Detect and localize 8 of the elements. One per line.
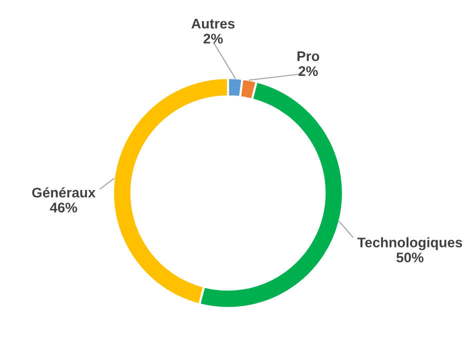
slice-label: Technologiques	[357, 237, 462, 250]
data-label: 2%	[298, 66, 318, 76]
slice-label: Pro	[298, 51, 320, 62]
slice-label: Autres	[191, 18, 235, 29]
data-label: 50%	[396, 252, 424, 262]
data-label: 46%	[50, 202, 78, 212]
slice-label: Généraux	[32, 187, 96, 198]
data-label: 2%	[204, 34, 223, 44]
